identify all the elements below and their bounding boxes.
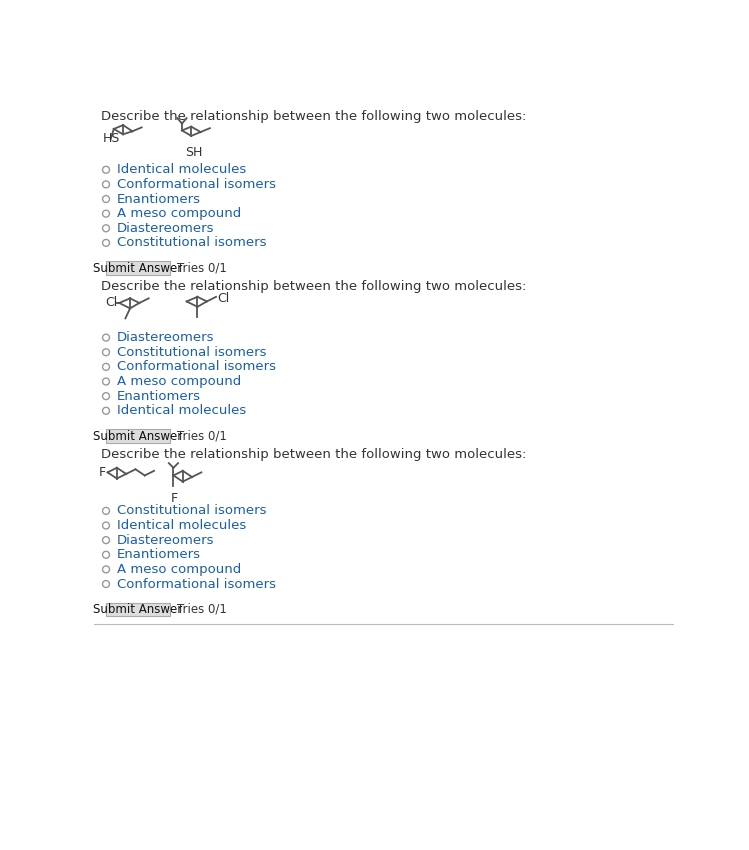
Text: Submit Answer: Submit Answer	[93, 262, 183, 275]
Text: Identical molecules: Identical molecules	[117, 163, 246, 176]
Text: Submit Answer: Submit Answer	[93, 430, 183, 443]
Text: Cl: Cl	[106, 297, 118, 309]
Text: Constitutional isomers: Constitutional isomers	[117, 346, 267, 359]
Text: Identical molecules: Identical molecules	[117, 405, 246, 417]
Text: Tries 0/1: Tries 0/1	[178, 430, 227, 443]
Text: A meso compound: A meso compound	[117, 375, 241, 388]
Text: Conformational isomers: Conformational isomers	[117, 178, 276, 191]
Text: A meso compound: A meso compound	[117, 207, 241, 220]
FancyBboxPatch shape	[106, 429, 169, 443]
Text: F: F	[171, 492, 178, 506]
Text: Diastereomers: Diastereomers	[117, 534, 214, 547]
Text: Describe the relationship between the following two molecules:: Describe the relationship between the fo…	[101, 448, 527, 461]
Text: Submit Answer: Submit Answer	[93, 603, 183, 616]
Text: Conformational isomers: Conformational isomers	[117, 360, 276, 373]
Text: F: F	[99, 466, 106, 479]
Text: A meso compound: A meso compound	[117, 563, 241, 576]
Text: Tries 0/1: Tries 0/1	[178, 603, 227, 616]
Text: Identical molecules: Identical molecules	[117, 519, 246, 532]
Text: Tries 0/1: Tries 0/1	[178, 262, 227, 275]
Text: SH: SH	[185, 146, 202, 159]
Text: Describe the relationship between the following two molecules:: Describe the relationship between the fo…	[101, 110, 527, 122]
Text: Constitutional isomers: Constitutional isomers	[117, 236, 267, 249]
Text: HS: HS	[103, 133, 121, 145]
Text: Diastereomers: Diastereomers	[117, 222, 214, 235]
Text: Enantiomers: Enantiomers	[117, 192, 201, 206]
Text: Conformational isomers: Conformational isomers	[117, 577, 276, 591]
Text: Enantiomers: Enantiomers	[117, 548, 201, 561]
Text: Describe the relationship between the following two molecules:: Describe the relationship between the fo…	[101, 280, 527, 293]
Text: Enantiomers: Enantiomers	[117, 389, 201, 403]
Text: Constitutional isomers: Constitutional isomers	[117, 504, 267, 518]
Text: Cl: Cl	[218, 292, 230, 305]
FancyBboxPatch shape	[106, 262, 169, 275]
Text: Diastereomers: Diastereomers	[117, 332, 214, 344]
FancyBboxPatch shape	[106, 603, 169, 616]
